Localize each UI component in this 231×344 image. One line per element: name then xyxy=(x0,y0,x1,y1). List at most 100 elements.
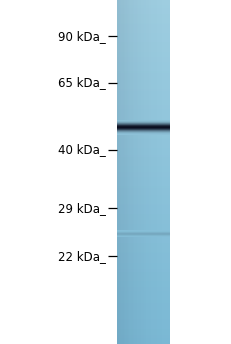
Bar xyxy=(117,223,170,224)
Bar xyxy=(117,183,170,185)
Bar xyxy=(117,198,170,200)
Bar xyxy=(117,51,170,52)
Bar xyxy=(117,148,170,149)
Bar xyxy=(117,264,170,265)
Bar xyxy=(117,273,170,274)
Bar xyxy=(117,149,170,150)
Bar xyxy=(117,213,170,214)
Bar xyxy=(117,302,170,303)
Bar xyxy=(117,117,170,118)
Bar xyxy=(117,207,170,209)
Bar xyxy=(117,119,170,120)
Bar xyxy=(138,0,140,344)
Bar xyxy=(117,85,170,86)
Bar xyxy=(117,340,170,341)
Bar xyxy=(117,232,170,233)
Bar xyxy=(117,286,170,287)
Bar xyxy=(117,336,170,337)
Bar xyxy=(117,326,170,327)
Bar xyxy=(117,53,170,54)
Bar xyxy=(117,178,170,179)
Bar xyxy=(117,109,170,110)
Bar xyxy=(117,101,170,102)
Bar xyxy=(117,124,170,125)
Bar xyxy=(117,180,170,181)
Bar xyxy=(117,333,170,334)
Bar xyxy=(117,126,170,127)
Bar xyxy=(158,0,159,344)
Bar xyxy=(117,303,170,304)
Bar xyxy=(117,171,170,172)
Bar xyxy=(117,45,170,46)
Bar xyxy=(117,168,170,169)
Bar xyxy=(137,0,138,344)
Bar xyxy=(131,0,132,344)
Bar xyxy=(117,156,170,157)
Bar xyxy=(117,164,170,165)
Bar xyxy=(117,188,170,189)
Bar xyxy=(117,18,170,20)
Bar xyxy=(140,0,141,344)
Bar xyxy=(117,174,170,175)
Bar xyxy=(117,73,170,75)
Bar xyxy=(117,268,170,269)
Bar xyxy=(117,330,170,331)
Bar xyxy=(117,190,170,192)
Bar xyxy=(117,64,170,65)
Bar xyxy=(117,172,170,173)
Bar xyxy=(117,229,170,230)
Bar xyxy=(117,7,170,8)
Bar xyxy=(117,195,170,196)
Bar xyxy=(117,57,170,58)
Bar xyxy=(117,147,170,148)
Bar xyxy=(117,142,170,143)
Bar xyxy=(121,0,123,344)
Bar xyxy=(117,313,170,314)
Bar xyxy=(117,179,170,180)
Bar xyxy=(164,0,166,344)
Bar xyxy=(117,46,170,47)
Text: 65 kDa_: 65 kDa_ xyxy=(58,76,106,89)
Bar xyxy=(117,99,170,100)
Bar xyxy=(117,86,170,87)
Bar xyxy=(117,255,170,256)
Bar xyxy=(117,282,170,283)
Bar xyxy=(117,292,170,293)
Bar xyxy=(117,321,170,322)
Bar xyxy=(117,267,170,268)
Bar xyxy=(167,0,168,344)
Bar xyxy=(117,343,170,344)
Bar xyxy=(117,11,170,13)
Bar xyxy=(117,254,170,255)
Bar xyxy=(162,0,163,344)
Bar xyxy=(117,307,170,309)
Bar xyxy=(117,68,170,69)
Bar xyxy=(117,228,170,229)
Bar xyxy=(117,111,170,112)
Bar xyxy=(117,278,170,279)
Bar xyxy=(117,34,170,35)
Bar xyxy=(117,163,170,164)
Bar xyxy=(117,237,170,238)
Bar xyxy=(136,0,137,344)
Bar xyxy=(117,79,170,80)
Bar xyxy=(117,209,170,210)
Bar xyxy=(117,128,170,130)
Bar xyxy=(153,0,154,344)
Bar xyxy=(117,192,170,193)
Bar xyxy=(128,0,129,344)
Bar xyxy=(117,204,170,205)
Bar xyxy=(125,0,127,344)
Bar xyxy=(117,87,170,88)
Bar xyxy=(117,95,170,96)
Text: 29 kDa_: 29 kDa_ xyxy=(58,202,106,215)
Bar xyxy=(117,225,170,226)
Bar xyxy=(117,233,170,234)
Bar xyxy=(117,182,170,183)
Bar xyxy=(117,176,170,178)
Bar xyxy=(117,103,170,104)
Bar xyxy=(142,0,143,344)
Bar xyxy=(117,32,170,33)
Bar xyxy=(117,16,170,17)
Bar xyxy=(117,342,170,343)
